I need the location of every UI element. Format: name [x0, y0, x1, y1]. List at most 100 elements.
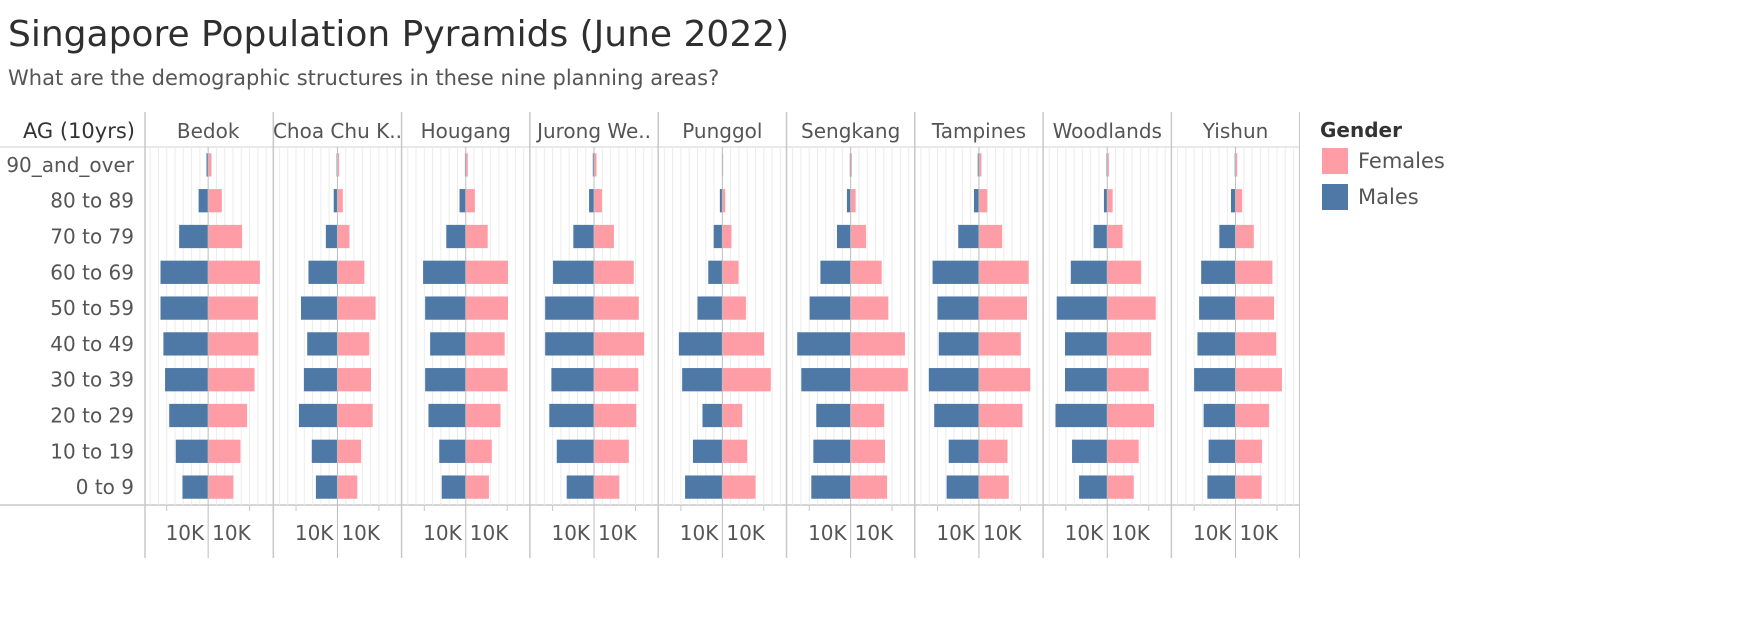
bar-females [594, 439, 629, 463]
category-label: 70 to 79 [50, 225, 134, 249]
bar-males [1207, 475, 1236, 499]
bar-females [465, 403, 501, 428]
bar-females [978, 475, 1009, 499]
panel-header: Punggol [682, 119, 762, 143]
bar-females [850, 260, 882, 284]
bar-females [978, 260, 1029, 284]
bar-females [594, 224, 614, 249]
bar-females [594, 475, 620, 499]
chart-subtitle: What are the demographic structures in t… [8, 66, 720, 90]
bar-males [697, 296, 723, 320]
bar-males [934, 403, 979, 428]
bar-males [311, 439, 338, 463]
bar-males [928, 368, 979, 392]
bar-females [594, 332, 645, 356]
bar-males [1199, 296, 1236, 320]
bar-males [820, 260, 851, 284]
bar-males [713, 224, 723, 249]
bar-males [685, 475, 723, 499]
legend-item-males[interactable]: Males [1322, 184, 1419, 210]
bar-females [1235, 403, 1270, 428]
bar-males [1197, 332, 1236, 356]
tick-label: 10K [983, 521, 1022, 545]
bar-females [850, 332, 905, 356]
bar-females [594, 260, 634, 284]
bar-females [850, 296, 889, 320]
bar-males [325, 224, 338, 249]
bar-females [337, 189, 343, 213]
bar-males [977, 153, 979, 177]
legend-label-males: Males [1358, 185, 1419, 209]
panel-header: Bedok [177, 119, 240, 143]
bar-females [850, 189, 856, 213]
bar-males [708, 260, 723, 284]
bar-males [937, 296, 979, 320]
bar-females [594, 153, 597, 177]
bar-females [1235, 368, 1282, 392]
legend-item-females[interactable]: Females [1322, 148, 1445, 174]
bar-males [816, 403, 851, 428]
legend-swatch-males [1322, 184, 1348, 210]
bar-females [1235, 224, 1254, 249]
bar-males [298, 403, 338, 428]
bar-males [938, 332, 979, 356]
bar-females [1107, 153, 1109, 177]
bar-males [573, 224, 595, 249]
bar-females [850, 153, 852, 177]
bar-females [1235, 189, 1243, 213]
bar-females [465, 224, 488, 249]
bar-females [1107, 439, 1139, 463]
bar-males [553, 260, 595, 284]
bar-females [722, 224, 732, 249]
bar-males [1055, 403, 1108, 428]
bar-females [337, 296, 376, 320]
bar-males [430, 332, 466, 356]
tick-label: 10K [551, 521, 590, 545]
bar-males [423, 260, 466, 284]
bar-females [850, 368, 908, 392]
tick-label: 10K [936, 521, 975, 545]
bar-males [797, 332, 851, 356]
tick-label: 10K [212, 521, 251, 545]
bar-males [811, 475, 851, 499]
category-label: 90_and_over [6, 153, 134, 177]
bar-females [978, 403, 1023, 428]
bar-females [850, 439, 886, 463]
bar-males [1203, 403, 1236, 428]
bar-females [1235, 260, 1273, 284]
bar-females [208, 475, 234, 499]
bar-females [850, 224, 866, 249]
bar-females [208, 403, 248, 428]
bar-males [1093, 224, 1108, 249]
bar-females [1107, 189, 1113, 213]
bar-females [337, 153, 340, 177]
legend-label-females: Females [1358, 149, 1445, 173]
bar-males [589, 189, 595, 213]
bar-females [978, 332, 1021, 356]
bar-males [846, 189, 851, 213]
bar-males [300, 296, 338, 320]
bar-females [722, 260, 739, 284]
bar-females [208, 189, 222, 213]
tick-label: 10K [295, 521, 334, 545]
bar-males [175, 439, 209, 463]
bar-females [337, 224, 350, 249]
bar-males [439, 439, 466, 463]
bar-females [1107, 332, 1152, 356]
tick-label: 10K [1193, 521, 1232, 545]
bar-females [1235, 475, 1262, 499]
bar-males [545, 332, 595, 356]
bar-females [978, 439, 1008, 463]
category-label: 20 to 29 [50, 404, 134, 428]
bar-males [1208, 439, 1236, 463]
bar-females [465, 153, 468, 177]
bar-females [1235, 439, 1263, 463]
bar-males [592, 153, 595, 177]
bar-females [594, 189, 602, 213]
bar-females [1107, 224, 1123, 249]
bar-females [337, 403, 373, 428]
bar-males [809, 296, 851, 320]
bar-males [160, 296, 209, 320]
bar-males [545, 296, 595, 320]
bar-males [801, 368, 851, 392]
